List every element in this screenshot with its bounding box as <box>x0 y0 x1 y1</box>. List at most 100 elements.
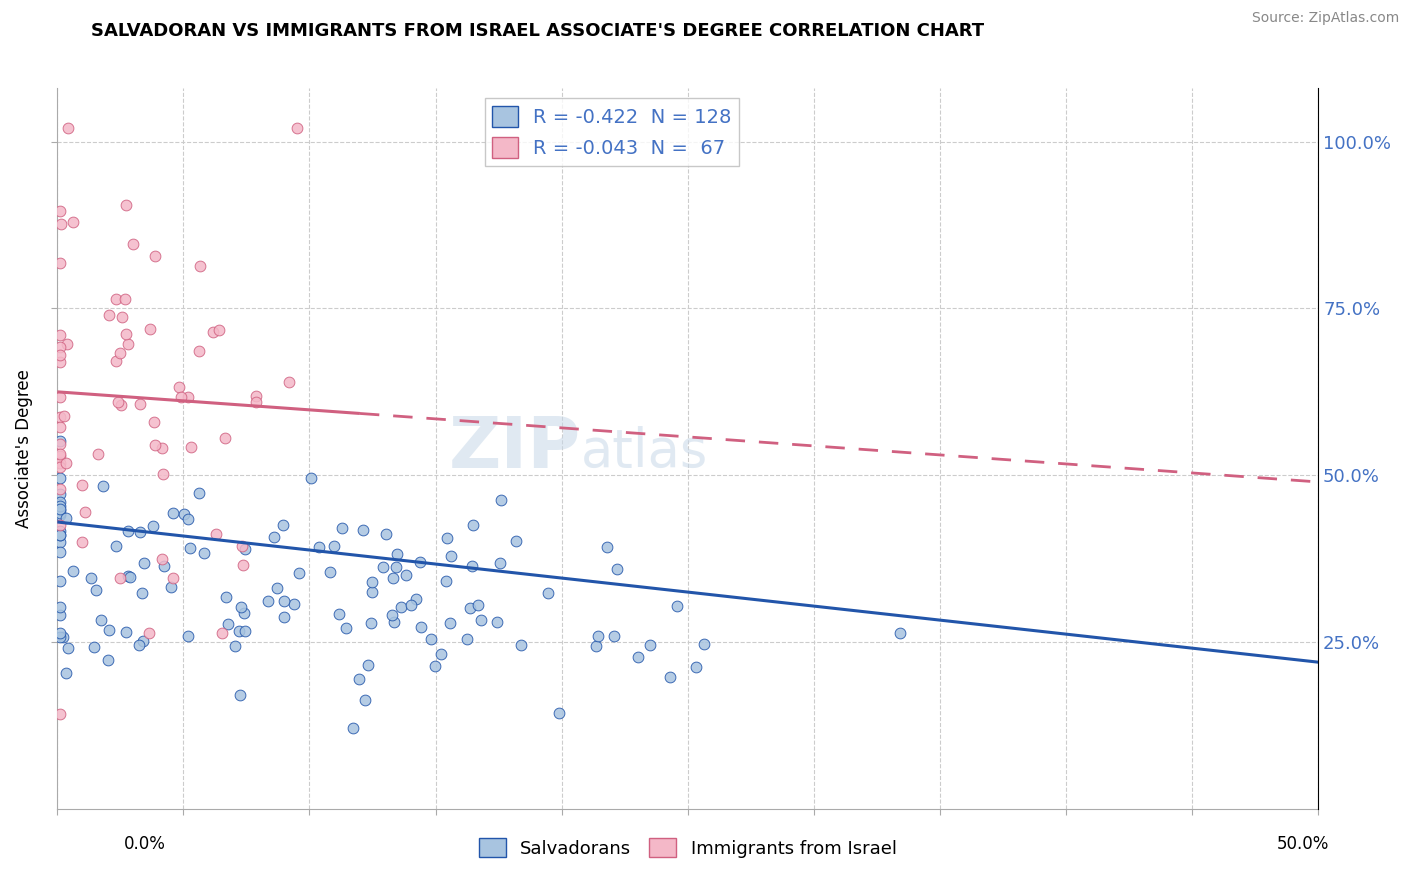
Point <box>586 629 609 643</box>
Point <box>430 648 453 662</box>
Point <box>115 198 138 212</box>
Point <box>143 249 166 263</box>
Point <box>299 471 322 485</box>
Point <box>180 440 202 454</box>
Point <box>167 380 190 394</box>
Point <box>152 559 174 574</box>
Point <box>108 346 131 360</box>
Point <box>111 310 134 324</box>
Point <box>505 534 527 549</box>
Point <box>889 626 911 640</box>
Point <box>49 630 72 644</box>
Point <box>49 501 72 516</box>
Point <box>150 442 173 456</box>
Point <box>49 456 72 470</box>
Point <box>138 626 160 640</box>
Point <box>283 597 305 611</box>
Point <box>176 629 198 643</box>
Point <box>56 336 79 351</box>
Point <box>273 518 295 533</box>
Point <box>104 540 127 554</box>
Point <box>49 599 72 614</box>
Text: Source: ZipAtlas.com: Source: ZipAtlas.com <box>1251 12 1399 25</box>
Point <box>152 467 174 481</box>
Point <box>547 706 569 720</box>
Point <box>49 487 72 501</box>
Point <box>53 409 76 423</box>
Text: ZIP: ZIP <box>449 414 581 483</box>
Point <box>49 450 72 464</box>
Point <box>278 375 301 389</box>
Point <box>382 615 405 630</box>
Point <box>110 399 132 413</box>
Point <box>49 574 72 588</box>
Point <box>107 395 129 409</box>
Point <box>419 632 441 646</box>
Point <box>110 571 132 585</box>
Point <box>86 447 108 461</box>
Point <box>381 608 404 623</box>
Point <box>97 653 120 667</box>
Point <box>229 600 252 615</box>
Point <box>143 415 166 429</box>
Point <box>266 581 288 595</box>
Text: 50.0%: 50.0% <box>1277 835 1329 853</box>
Point <box>373 560 395 574</box>
Point <box>436 531 458 545</box>
Point <box>585 639 607 653</box>
Point <box>224 639 246 653</box>
Point <box>488 557 510 571</box>
Point <box>285 121 308 136</box>
Point <box>177 511 200 525</box>
Point <box>287 566 309 580</box>
Point <box>214 431 236 445</box>
Point <box>75 505 97 519</box>
Point <box>323 539 346 553</box>
Point <box>308 540 330 554</box>
Point <box>49 506 72 520</box>
Point <box>52 630 75 644</box>
Point <box>105 292 128 306</box>
Point <box>409 555 432 569</box>
Point <box>49 545 72 559</box>
Point <box>49 707 72 722</box>
Point <box>356 658 378 673</box>
Point <box>666 599 689 613</box>
Point <box>202 326 225 340</box>
Point <box>70 534 93 549</box>
Text: 0.0%: 0.0% <box>124 835 166 853</box>
Point <box>360 575 382 590</box>
Point <box>55 456 77 470</box>
Point <box>328 607 350 621</box>
Point <box>70 477 93 491</box>
Point <box>150 552 173 566</box>
Point <box>117 569 139 583</box>
Point <box>56 121 79 136</box>
Point <box>233 542 256 557</box>
Point <box>62 214 84 228</box>
Point <box>330 521 353 535</box>
Point <box>49 535 72 549</box>
Point <box>80 570 103 584</box>
Point <box>49 256 72 270</box>
Point <box>162 507 184 521</box>
Point <box>658 670 681 684</box>
Point <box>603 629 626 643</box>
Point <box>374 527 396 541</box>
Point <box>638 638 661 652</box>
Point <box>118 570 141 584</box>
Point <box>49 524 72 539</box>
Point <box>143 438 166 452</box>
Point <box>352 524 374 538</box>
Point <box>128 397 150 411</box>
Point <box>208 323 231 337</box>
Point <box>49 517 72 532</box>
Point <box>257 594 280 608</box>
Point <box>193 546 215 560</box>
Point <box>51 217 73 231</box>
Point <box>179 541 201 555</box>
Point <box>627 649 650 664</box>
Point <box>49 409 72 424</box>
Point <box>217 616 239 631</box>
Point <box>399 598 422 612</box>
